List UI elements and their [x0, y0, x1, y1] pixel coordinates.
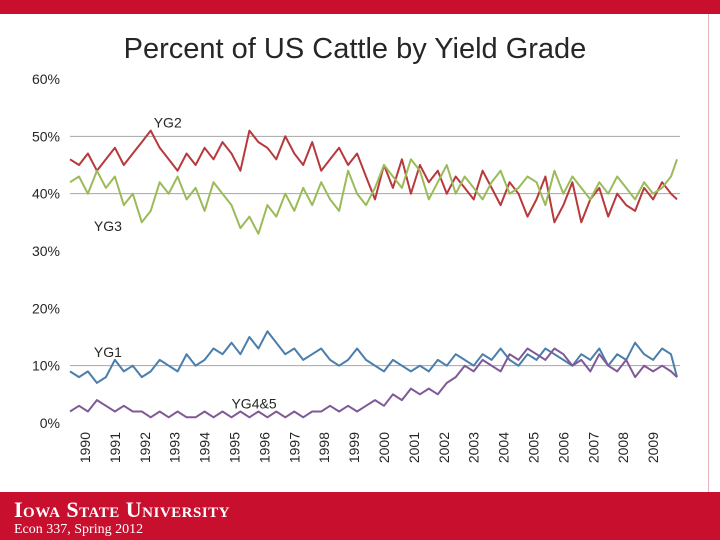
series-label: YG4&5	[231, 396, 276, 412]
x-tick-label: 2001	[406, 432, 422, 463]
series-label: YG1	[94, 344, 122, 360]
y-tick-label: 10%	[32, 358, 60, 374]
x-axis-tick-labels: 1990 1991 1992 1993 1994 1995 1996 1997 1998 1999…	[77, 432, 661, 463]
y-tick-label: 20%	[32, 300, 60, 316]
x-tick-label: 1991	[107, 432, 123, 463]
x-tick-label: 1999	[346, 432, 362, 463]
series-label: YG3	[94, 218, 122, 234]
x-tick-label: 2002	[436, 432, 452, 463]
x-tick-label: 2007	[585, 432, 601, 463]
y-tick-label: 40%	[32, 186, 60, 202]
x-tick-label: 1994	[197, 432, 213, 463]
y-axis-tick-labels: 0% 10% 20% 30% 40% 50% 60%	[32, 71, 60, 431]
x-tick-label: 2000	[376, 432, 392, 463]
course-caption: Econ 337, Spring 2012	[14, 522, 144, 537]
series-line-yg3	[69, 158, 678, 235]
x-tick-label: 1998	[316, 432, 332, 463]
x-tick-label: 2006	[555, 432, 571, 463]
chart-title: Percent of US Cattle by Yield Grade	[124, 33, 587, 65]
y-tick-label: 50%	[32, 128, 60, 144]
y-tick-label: 30%	[32, 243, 60, 259]
series-annotations: YG2 YG3 YG1 YG4&5	[94, 115, 277, 412]
x-tick-label: 1996	[256, 432, 272, 463]
y-tick-label: 0%	[40, 415, 60, 431]
x-tick-label: 1997	[286, 432, 302, 463]
series-line-yg1	[69, 330, 678, 384]
series-line-yg45	[69, 347, 678, 419]
series-label: YG2	[154, 115, 182, 131]
x-tick-label: 1993	[167, 432, 183, 463]
x-tick-label: 1995	[226, 432, 242, 463]
x-tick-label: 2005	[525, 432, 541, 463]
top-accent-bar	[0, 0, 720, 14]
x-tick-label: 1992	[137, 432, 153, 463]
right-edge-line	[708, 14, 709, 492]
x-tick-label: 1990	[77, 432, 93, 463]
university-wordmark: Iowa State University	[14, 497, 230, 522]
x-tick-label: 2003	[466, 432, 482, 463]
x-tick-label: 2004	[496, 432, 512, 463]
x-tick-label: 2008	[615, 432, 631, 463]
footer-band: Iowa State University Econ 337, Spring 2…	[0, 492, 720, 540]
yield-grade-line-chart: Percent of US Cattle by Yield Grade 0% 10…	[32, 33, 680, 463]
series-line-yg2	[69, 129, 678, 224]
x-tick-label: 2009	[645, 432, 661, 463]
series-lines	[69, 129, 678, 419]
grid-lines	[70, 135, 680, 367]
y-tick-label: 60%	[32, 71, 60, 87]
